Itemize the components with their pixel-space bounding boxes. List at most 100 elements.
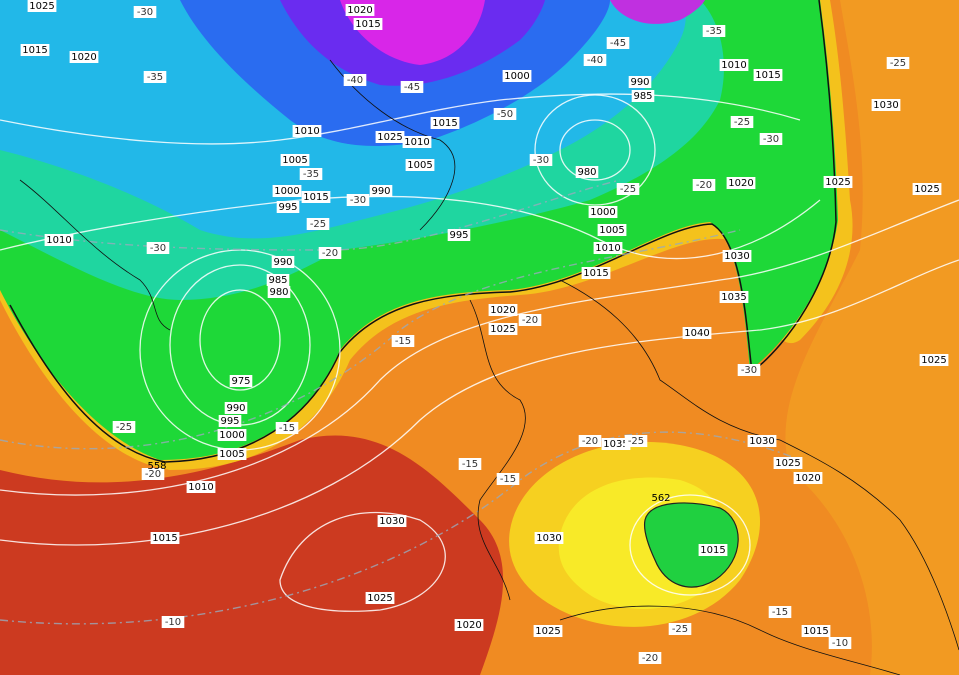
- isobar-label-box: [217, 429, 247, 441]
- isobar-label-box: [272, 185, 302, 197]
- isobar-label: 1035: [603, 439, 628, 450]
- isobar-label: 975: [231, 376, 250, 387]
- isobar-label: 985: [633, 91, 652, 102]
- isobar-label: 1000: [274, 186, 299, 197]
- isobar-label-box: [912, 183, 942, 195]
- isobar-label: 1015: [432, 118, 457, 129]
- temperature-label-box: [133, 6, 157, 18]
- isobar-label: 1015: [22, 45, 47, 56]
- isobar: [559, 119, 631, 181]
- isobar-label: 1030: [379, 516, 404, 527]
- isobar-label: 990: [226, 403, 245, 414]
- temperature-label-box: [493, 108, 517, 120]
- isobar-label: 995: [278, 202, 297, 213]
- temperature-label: -40: [347, 75, 363, 86]
- isobar-label: 1015: [700, 545, 725, 556]
- temperature-label-box: [606, 37, 630, 49]
- isobar-label: 1020: [347, 5, 372, 16]
- temperature-label-box: [143, 71, 167, 83]
- geopotential-label: 562: [651, 493, 670, 504]
- temperature-label-box: [318, 247, 342, 259]
- field-magenta-east: [610, 0, 705, 24]
- coastline: [19, 179, 171, 331]
- isobar-label-box: [719, 291, 749, 303]
- isobar-label-box: [44, 234, 74, 246]
- temperature-label: -20: [582, 436, 598, 447]
- isobar-label: 1030: [749, 436, 774, 447]
- temperature-label-box: [702, 25, 726, 37]
- isobar-label: 1015: [583, 268, 608, 279]
- temperature-label-box: [616, 183, 640, 195]
- isobar-label: 1015: [755, 70, 780, 81]
- isobar-label-box: [69, 51, 99, 63]
- isobar-label-box: [218, 415, 242, 427]
- isotherm: [0, 229, 741, 450]
- isobar-label-box: [27, 0, 57, 12]
- isobar-label: 1025: [490, 324, 515, 335]
- temperature-label-box: [828, 637, 852, 649]
- isobar-label-box: [402, 136, 432, 148]
- temperature-label: -25: [310, 219, 326, 230]
- isobar-label-box: [345, 4, 375, 16]
- isobar-label-box: [581, 267, 611, 279]
- isobar-label: 1015: [303, 192, 328, 203]
- isobar-label-box: [301, 191, 331, 203]
- isobar-label-box: [488, 304, 518, 316]
- temperature-label: -20: [696, 180, 712, 191]
- temperature-label: -10: [832, 638, 848, 649]
- isobar: [534, 94, 656, 206]
- isobar-label-box: [719, 59, 749, 71]
- isobar-label: 1015: [152, 533, 177, 544]
- temperature-label-box: [343, 74, 367, 86]
- isobar-label-box: [377, 515, 407, 527]
- isobar-label: 1035: [721, 292, 746, 303]
- isobar-label: 1010: [595, 243, 620, 254]
- temperature-label-box: [112, 421, 136, 433]
- isobar-label-box: [447, 229, 471, 241]
- temperature-label: -30: [741, 365, 757, 376]
- temperature-label-box: [886, 57, 910, 69]
- isobar-label-box: [628, 76, 652, 88]
- field-red: [0, 435, 504, 675]
- isobar-label-box: [631, 90, 655, 102]
- temperature-label-box: [737, 364, 761, 376]
- isobar-label-box: [405, 159, 435, 171]
- isobar-label: 1030: [873, 100, 898, 111]
- isobar-label: 1025: [914, 184, 939, 195]
- isobar-label-box: [353, 18, 383, 30]
- isobar-label: 1020: [456, 620, 481, 631]
- isobar-label-box: [276, 201, 300, 213]
- temperature-label: -15: [500, 474, 516, 485]
- coastline: [469, 299, 526, 601]
- isobar-label: 1000: [219, 430, 244, 441]
- isobar-label: 1020: [490, 305, 515, 316]
- temperature-label: -15: [772, 607, 788, 618]
- temperature-label-box: [529, 154, 553, 166]
- temperature-label-box: [638, 652, 662, 664]
- geopotential-label: 558: [147, 461, 166, 472]
- temperature-label-box: [161, 616, 185, 628]
- temperature-label: -40: [587, 55, 603, 66]
- temperature-label: -25: [890, 58, 906, 69]
- isobar-label-box: [593, 242, 623, 254]
- isobar-label: 995: [449, 230, 468, 241]
- isobar-label-box: [726, 177, 756, 189]
- isobar-label-box: [430, 117, 460, 129]
- isobar-label-box: [365, 592, 395, 604]
- field-green-south: [643, 502, 739, 588]
- isobar-label-box: [793, 472, 823, 484]
- isobar-label: 1025: [775, 458, 800, 469]
- temperature-label-box: [306, 218, 330, 230]
- labels: 1025 1020 1015 1015 1020 1000 990 985 1010 1015 10…: [20, 0, 949, 664]
- temperature-label-box: [624, 435, 648, 447]
- temperature-label-box: [458, 458, 482, 470]
- isobar-label-box: [150, 532, 180, 544]
- isobar-label-box: [722, 250, 752, 262]
- isobar-label: 1025: [377, 132, 402, 143]
- temperature-label: -15: [279, 423, 295, 434]
- isobar-label-box: [224, 402, 248, 414]
- isobar-label: 1015: [355, 19, 380, 30]
- isobar-label: 1030: [536, 533, 561, 544]
- isobar-label-box: [292, 125, 322, 137]
